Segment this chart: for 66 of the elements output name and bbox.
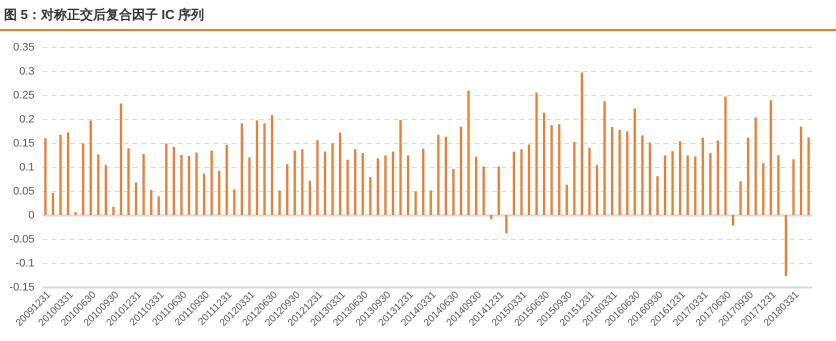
y-tick-label: 0.25 [13,90,34,102]
bar [294,150,296,215]
bar [573,142,576,215]
bar [626,131,628,215]
bar [498,166,500,215]
bar [482,166,485,215]
bar [278,190,281,215]
bar [542,112,546,215]
bar [754,118,757,215]
bar [210,150,213,215]
bar [611,127,614,215]
bar [414,191,417,215]
bar [694,156,696,215]
chart-title: 图 5：对称正交后复合因子 IC 序列 [0,0,836,31]
bar [679,142,682,215]
bar [762,163,764,215]
y-tick-label: -0.05 [9,234,34,246]
y-tick-label: 0.3 [19,66,34,78]
y-tick-label: 0.35 [13,42,34,54]
bar [376,158,380,215]
bar [505,215,508,234]
bar [686,155,689,215]
y-tick-label: 0.05 [13,186,34,198]
bar [90,120,92,215]
bar [104,165,107,215]
bar [150,190,152,215]
bar [490,215,492,220]
bar [142,154,145,215]
y-tick-label: 0 [28,210,34,222]
bar [777,155,780,215]
bar [618,130,621,215]
bar [422,148,424,215]
bar [354,149,356,215]
bar [770,100,772,215]
bar [97,154,100,215]
bar [709,153,712,215]
bar [218,170,220,215]
bar [362,153,364,215]
bar [286,164,288,215]
y-tick-label: -0.15 [9,282,34,294]
bar [240,123,243,215]
bar [702,138,704,215]
bar [233,190,236,215]
bar [369,177,372,215]
bar [550,125,553,215]
bar [641,135,644,215]
bar [165,143,168,215]
bar [747,138,750,215]
bar [566,184,568,215]
bar [430,190,432,215]
y-tick-label: 0.15 [13,138,34,150]
y-tick-label: 0.2 [19,114,34,126]
bar [301,149,304,215]
bar [634,108,636,215]
bar [158,196,160,215]
bar [226,144,228,215]
bar [82,143,84,215]
y-tick-label: -0.1 [16,258,34,270]
bar [346,160,349,215]
bar [474,156,478,215]
bar [172,146,175,215]
bar [308,180,312,215]
y-tick-label: 0.1 [19,162,34,174]
bar [74,212,77,215]
bar [558,124,560,215]
bar [437,134,440,215]
